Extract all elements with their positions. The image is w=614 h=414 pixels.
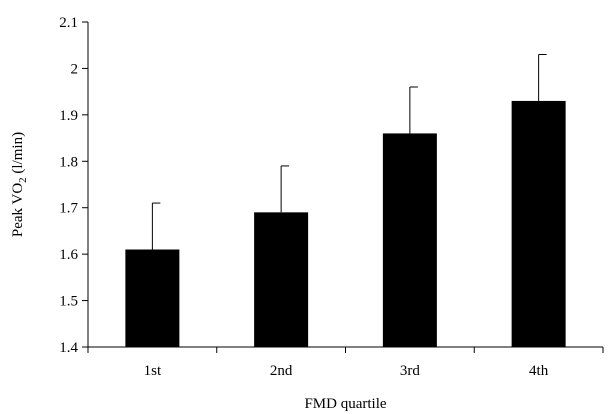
y-tick-label: 1.6 xyxy=(59,247,78,263)
x-tick-label: 1st xyxy=(144,363,162,379)
x-axis-title: FMD quartile xyxy=(304,396,386,412)
bar-1st xyxy=(125,249,180,347)
y-ticks: 1.4 1.5 1.6 1.7 1.8 1.9 2 2.1 xyxy=(59,15,88,356)
y-tick-label: 1.4 xyxy=(59,340,78,356)
bars-layer xyxy=(125,54,566,347)
y-tick-label: 2 xyxy=(71,61,79,77)
y-axis-title-prefix: Peak VO xyxy=(10,183,26,237)
y-axis-title-subscript: 2 xyxy=(17,177,29,183)
bar-2nd xyxy=(254,212,309,347)
y-tick-label: 1.5 xyxy=(59,294,78,310)
x-tick-label: 3rd xyxy=(400,363,420,379)
bar-4th xyxy=(511,100,566,347)
y-tick-label: 2.1 xyxy=(59,15,78,31)
x-tick-label: 4th xyxy=(529,363,549,379)
y-tick-label: 1.8 xyxy=(59,154,78,170)
y-axis-title: Peak VO2 (l/min) xyxy=(10,132,29,237)
y-tick-label: 1.9 xyxy=(59,108,78,124)
y-axis-title-suffix: (l/min) xyxy=(10,132,26,177)
x-tick-label: 2nd xyxy=(270,363,293,379)
y-tick-label: 1.7 xyxy=(59,201,78,217)
x-ticks: 1st 2nd 3rd 4th xyxy=(87,347,604,379)
bar-3rd xyxy=(382,133,437,347)
